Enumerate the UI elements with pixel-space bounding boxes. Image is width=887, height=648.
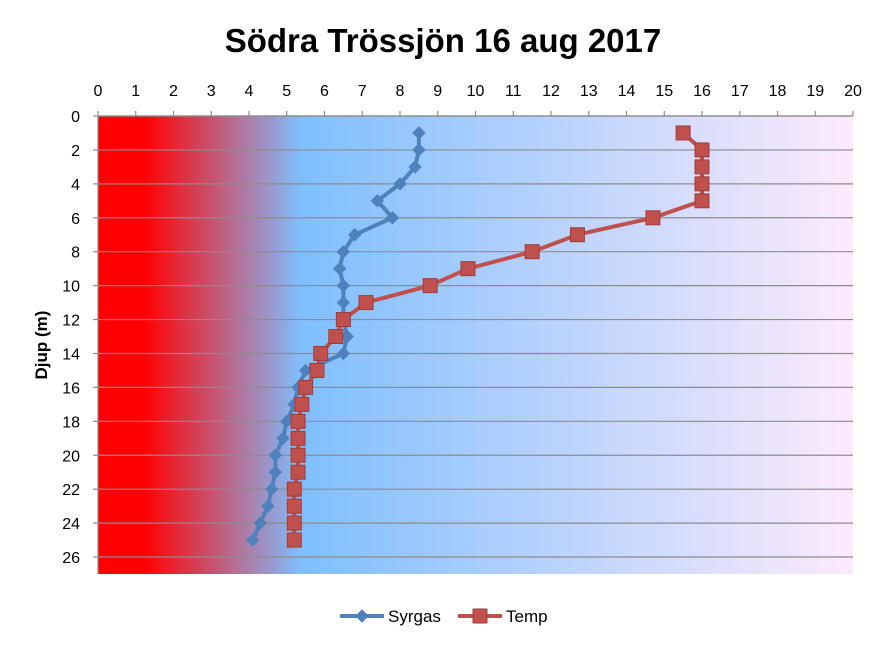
y-tick-label: 4 bbox=[71, 177, 80, 194]
legend-marker bbox=[355, 609, 369, 623]
data-point-temp bbox=[645, 210, 661, 226]
data-point-syrgas bbox=[246, 533, 260, 547]
y-tick-label: 14 bbox=[62, 346, 80, 363]
data-point-syrgas bbox=[264, 482, 279, 496]
data-point-temp bbox=[313, 345, 329, 361]
data-point-temp bbox=[298, 379, 314, 395]
data-point-temp bbox=[675, 125, 691, 141]
x-tick-label: 6 bbox=[320, 83, 329, 100]
x-tick-label: 11 bbox=[505, 83, 522, 100]
x-tick-label: 13 bbox=[580, 83, 598, 100]
y-tick-label: 22 bbox=[62, 482, 80, 499]
data-point-temp bbox=[294, 396, 310, 412]
data-point-syrgas bbox=[268, 465, 283, 479]
data-point-syrgas bbox=[336, 244, 351, 259]
y-tick-label: 12 bbox=[62, 313, 80, 330]
x-tick-label: 8 bbox=[396, 83, 405, 100]
data-point-temp bbox=[328, 329, 344, 345]
x-tick-label: 5 bbox=[282, 83, 291, 100]
data-point-syrgas bbox=[261, 499, 275, 513]
data-point-temp bbox=[290, 413, 306, 429]
chart-title: Södra Trössjön 16 aug 2017 bbox=[225, 22, 662, 59]
data-point-syrgas bbox=[336, 295, 351, 310]
x-tick-label: 9 bbox=[433, 83, 442, 100]
legend-label: Syrgas bbox=[388, 607, 441, 626]
data-point-temp bbox=[309, 362, 325, 378]
data-point-temp bbox=[422, 278, 438, 294]
data-point-temp bbox=[286, 481, 302, 497]
data-point-temp bbox=[569, 227, 585, 243]
y-tick-label: 0 bbox=[71, 109, 80, 126]
x-tick-label: 18 bbox=[769, 83, 787, 100]
y-tick-label: 8 bbox=[71, 245, 80, 262]
x-tick-label: 3 bbox=[207, 83, 216, 100]
data-point-temp bbox=[694, 193, 710, 209]
series-temp bbox=[286, 125, 710, 548]
data-point-syrgas bbox=[408, 160, 422, 174]
data-point-temp bbox=[290, 447, 306, 463]
y-tick-label: 6 bbox=[71, 211, 80, 228]
data-point-temp bbox=[335, 312, 351, 328]
legend-item-syrgas: Syrgas bbox=[340, 607, 441, 626]
data-point-syrgas bbox=[276, 431, 290, 446]
x-axis: 0 1 2 3 4 5 6 7 8 9 10 11 12 13 14 15 16 17 18 19 20 bbox=[94, 83, 862, 117]
data-point-temp bbox=[290, 464, 306, 480]
plot-area-background bbox=[98, 116, 853, 574]
x-tick-label: 7 bbox=[358, 83, 367, 100]
data-point-temp bbox=[694, 142, 710, 158]
data-point-syrgas bbox=[253, 516, 268, 530]
data-point-temp bbox=[286, 532, 302, 548]
y-tick-label: 16 bbox=[62, 380, 80, 397]
data-point-temp bbox=[286, 498, 302, 514]
data-point-temp bbox=[694, 159, 710, 175]
data-point-temp bbox=[524, 244, 540, 260]
data-point-syrgas bbox=[268, 448, 283, 462]
y-tick-label: 2 bbox=[71, 143, 80, 160]
x-tick-label: 15 bbox=[655, 83, 673, 100]
x-tick-label: 10 bbox=[467, 83, 485, 100]
data-point-syrgas bbox=[412, 143, 426, 157]
y-tick-label: 18 bbox=[62, 414, 80, 431]
x-tick-label: 2 bbox=[169, 83, 178, 100]
legend-label: Temp bbox=[506, 607, 548, 626]
data-point-temp bbox=[694, 176, 710, 192]
data-point-syrgas bbox=[347, 228, 362, 242]
x-tick-label: 4 bbox=[245, 83, 254, 100]
legend: Syrgas Temp bbox=[340, 607, 548, 626]
data-point-syrgas bbox=[393, 177, 407, 191]
data-point-temp bbox=[286, 515, 302, 531]
y-tick-label: 24 bbox=[62, 516, 80, 533]
y-tick-label: 20 bbox=[62, 448, 80, 465]
series-layer bbox=[246, 125, 710, 548]
data-point-temp bbox=[358, 295, 374, 311]
y-tick-label: 10 bbox=[62, 279, 80, 296]
x-tick-label: 0 bbox=[94, 83, 103, 100]
x-tick-label: 12 bbox=[542, 83, 560, 100]
x-tick-label: 1 bbox=[131, 83, 140, 100]
y-tick-label: 26 bbox=[62, 550, 80, 567]
data-point-syrgas bbox=[412, 126, 426, 140]
legend-item-temp: Temp bbox=[458, 607, 548, 626]
x-tick-label: 16 bbox=[693, 83, 711, 100]
data-point-syrgas bbox=[385, 211, 400, 225]
data-point-temp bbox=[290, 430, 306, 446]
data-point-syrgas bbox=[336, 346, 351, 361]
x-tick-label: 14 bbox=[618, 83, 636, 100]
data-point-temp bbox=[460, 261, 476, 277]
x-tick-label: 17 bbox=[731, 83, 749, 100]
data-point-syrgas bbox=[336, 278, 351, 293]
x-tick-label: 20 bbox=[844, 83, 862, 100]
data-point-syrgas bbox=[370, 194, 385, 208]
legend-marker bbox=[472, 608, 488, 624]
x-tick-label: 19 bbox=[806, 83, 824, 100]
y-axis-title: Djup (m) bbox=[32, 311, 51, 380]
gridlines bbox=[98, 115, 853, 558]
data-point-syrgas bbox=[332, 261, 347, 276]
